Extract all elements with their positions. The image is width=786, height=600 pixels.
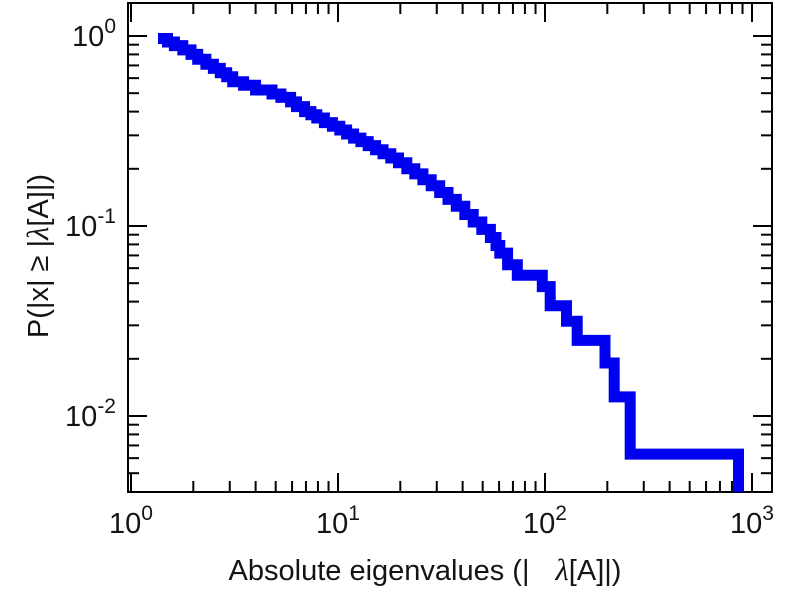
x-axis-title-suffix: [A]|) bbox=[568, 555, 622, 587]
lambda-glyph: λ bbox=[21, 226, 55, 240]
y-tick-label: 10-2 bbox=[65, 395, 116, 433]
x-tick-label: 102 bbox=[523, 502, 567, 540]
x-tick-label: 103 bbox=[730, 502, 774, 540]
x-axis-title: Absolute eigenvalues (| λ[A]|) bbox=[130, 553, 720, 588]
y-tick-label: 10-1 bbox=[65, 205, 116, 243]
y-tick-label: 100 bbox=[72, 15, 116, 53]
plot-frame bbox=[127, 2, 773, 493]
y-axis-title: P(|x| ≥ |λ[A]|) bbox=[20, 76, 56, 436]
y-axis-title-suffix: [A]|) bbox=[23, 173, 55, 227]
ccdf-curve bbox=[158, 33, 744, 492]
x-tick-label: 100 bbox=[109, 502, 153, 540]
x-tick-label: 101 bbox=[316, 502, 360, 540]
lambda-glyph: λ bbox=[555, 553, 569, 587]
x-axis-title-text: Absolute eigenvalues (| bbox=[228, 555, 530, 587]
y-axis-title-text: P(|x| ≥ | bbox=[23, 239, 55, 339]
